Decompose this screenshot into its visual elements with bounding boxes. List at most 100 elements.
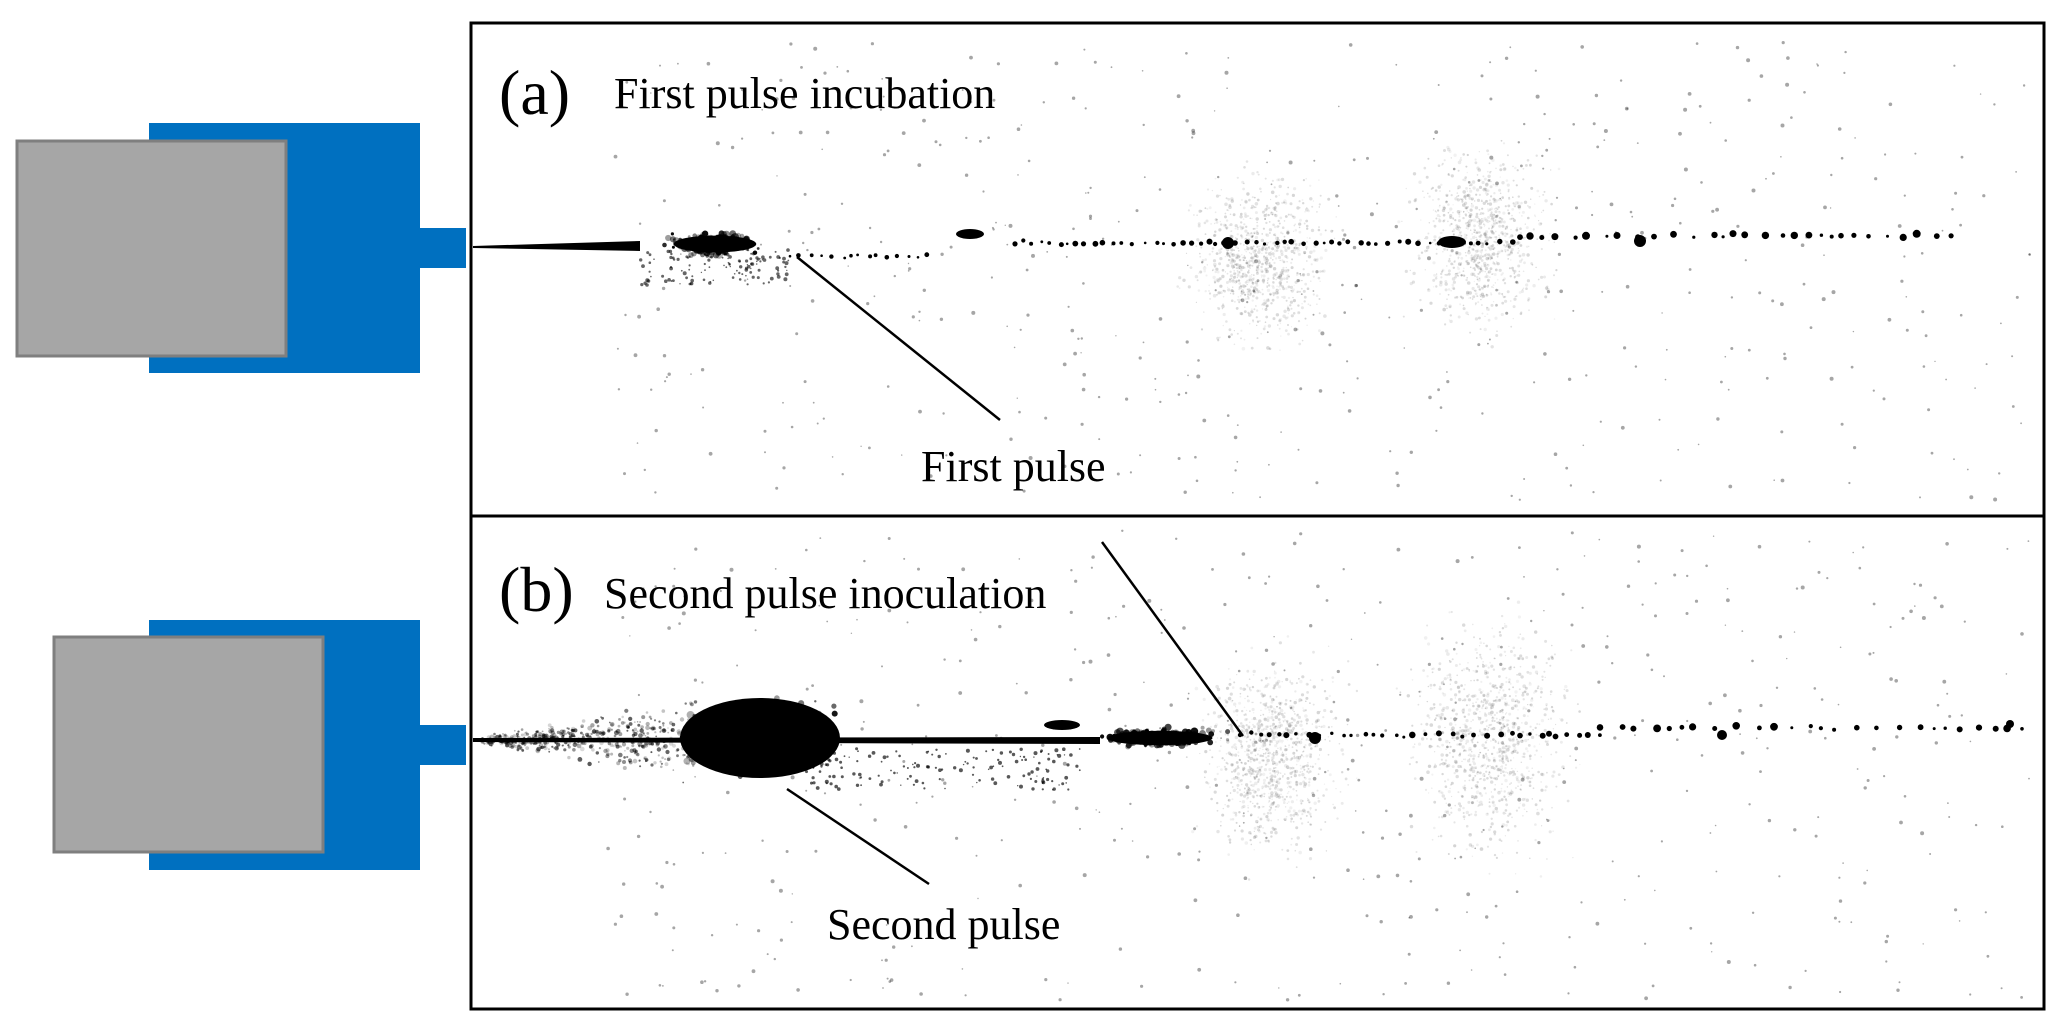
background-mist-a: [1244, 293, 1247, 296]
fine-droplet-a: [1489, 155, 1494, 160]
background-mist-b: [1297, 720, 1301, 723]
background-mist-b: [1489, 765, 1491, 767]
fine-droplet-a: [1063, 464, 1067, 468]
background-mist-b: [1295, 826, 1299, 830]
background-mist-b: [1481, 705, 1484, 708]
background-mist-b: [1251, 728, 1253, 730]
background-mist-a: [1466, 190, 1468, 192]
droplet-chain-a: [1582, 231, 1590, 240]
background-mist-a: [1465, 198, 1467, 200]
fine-droplet-a: [836, 66, 839, 68]
fine-droplet-a: [1004, 224, 1006, 226]
background-mist-a: [1272, 286, 1275, 290]
background-mist-b: [1409, 824, 1414, 829]
fine-droplet-a: [633, 353, 638, 358]
background-mist-a: [1477, 301, 1480, 304]
fine-droplet-b: [1197, 858, 1201, 862]
background-mist-a: [1306, 272, 1310, 277]
background-mist-a: [1260, 274, 1263, 277]
background-mist-b: [1305, 814, 1308, 817]
background-mist-b: [1262, 752, 1265, 755]
fine-droplet-a: [1951, 208, 1954, 211]
background-mist-b: [1219, 730, 1221, 732]
fine-droplet-a: [987, 136, 990, 139]
background-mist-a: [1425, 175, 1429, 179]
background-mist-a: [1409, 269, 1412, 272]
background-mist-b: [1441, 794, 1446, 798]
fine-droplet-b: [823, 792, 827, 795]
background-mist-b: [1275, 792, 1278, 796]
background-mist-a: [1273, 261, 1276, 264]
background-mist-b: [1538, 743, 1541, 745]
background-mist-b: [1496, 751, 1499, 754]
fine-droplet-a: [623, 472, 626, 476]
background-mist-a: [1218, 248, 1222, 252]
background-mist-b: [1233, 681, 1236, 684]
fine-droplet-b: [1443, 683, 1445, 686]
background-mist-b: [1449, 676, 1452, 679]
background-mist-a: [1490, 207, 1494, 211]
fine-droplet-a: [776, 175, 778, 177]
background-mist-a: [1259, 187, 1262, 191]
background-mist-a: [1477, 272, 1480, 275]
background-mist-b: [1484, 701, 1488, 705]
background-mist-a: [1509, 275, 1512, 278]
background-mist-a: [1268, 264, 1273, 268]
background-mist-a: [1518, 291, 1522, 294]
background-mist-b: [1474, 774, 1477, 777]
spray-plume-a: [746, 283, 749, 286]
background-mist-a: [1479, 267, 1483, 270]
background-mist-b: [1453, 759, 1458, 764]
background-mist-a: [1287, 308, 1291, 312]
background-mist-b: [1458, 697, 1462, 702]
background-mist-a: [1480, 241, 1483, 244]
fine-droplet-a: [779, 78, 783, 82]
background-mist-a: [1199, 270, 1203, 274]
background-mist-a: [1523, 237, 1526, 240]
fine-droplet-a: [1338, 105, 1340, 108]
background-mist-a: [1244, 273, 1248, 278]
fine-droplet-b: [2027, 540, 2030, 542]
background-mist-a: [1240, 284, 1243, 288]
background-mist-a: [1464, 252, 1467, 254]
fine-droplet-a: [901, 454, 903, 456]
background-mist-a: [1478, 208, 1481, 211]
background-mist-a: [1471, 197, 1474, 201]
background-mist-a: [1287, 285, 1291, 289]
background-mist-b: [1501, 767, 1504, 770]
background-mist-a: [1457, 252, 1462, 256]
background-mist-b: [1262, 748, 1264, 751]
background-mist-b: [1293, 700, 1297, 705]
fine-droplet-a: [1312, 313, 1315, 316]
background-mist-a: [1230, 248, 1234, 252]
background-mist-a: [1483, 254, 1487, 257]
background-mist-a: [1468, 291, 1472, 295]
droplet-chain-a: [1111, 241, 1116, 246]
background-mist-b: [1258, 689, 1262, 693]
fine-droplet-a: [1711, 209, 1715, 213]
background-mist-a: [1432, 261, 1436, 265]
background-mist-a: [1481, 207, 1484, 210]
background-mist-a: [1300, 306, 1304, 310]
background-mist-b: [1327, 753, 1330, 756]
background-mist-b: [1304, 777, 1307, 780]
background-mist-b: [1519, 665, 1522, 668]
background-mist-a: [1220, 223, 1223, 226]
background-mist-a: [1298, 242, 1301, 245]
background-mist-b: [1521, 693, 1525, 697]
background-mist-b: [1515, 738, 1518, 741]
background-mist-b: [1327, 736, 1330, 738]
background-mist-b: [1552, 830, 1554, 833]
background-mist-a: [1467, 221, 1470, 224]
background-mist-a: [1445, 200, 1448, 203]
background-mist-b: [1432, 706, 1436, 710]
background-mist-a: [1466, 277, 1468, 279]
droplet-chain-a: [820, 254, 823, 257]
background-mist-b: [1287, 809, 1291, 813]
background-mist-b: [1277, 718, 1281, 721]
background-mist-a: [1317, 276, 1321, 280]
background-mist-a: [1465, 206, 1469, 210]
background-mist-a: [1255, 316, 1258, 319]
fine-droplet-b: [1838, 920, 1841, 923]
background-mist-a: [1278, 246, 1280, 248]
